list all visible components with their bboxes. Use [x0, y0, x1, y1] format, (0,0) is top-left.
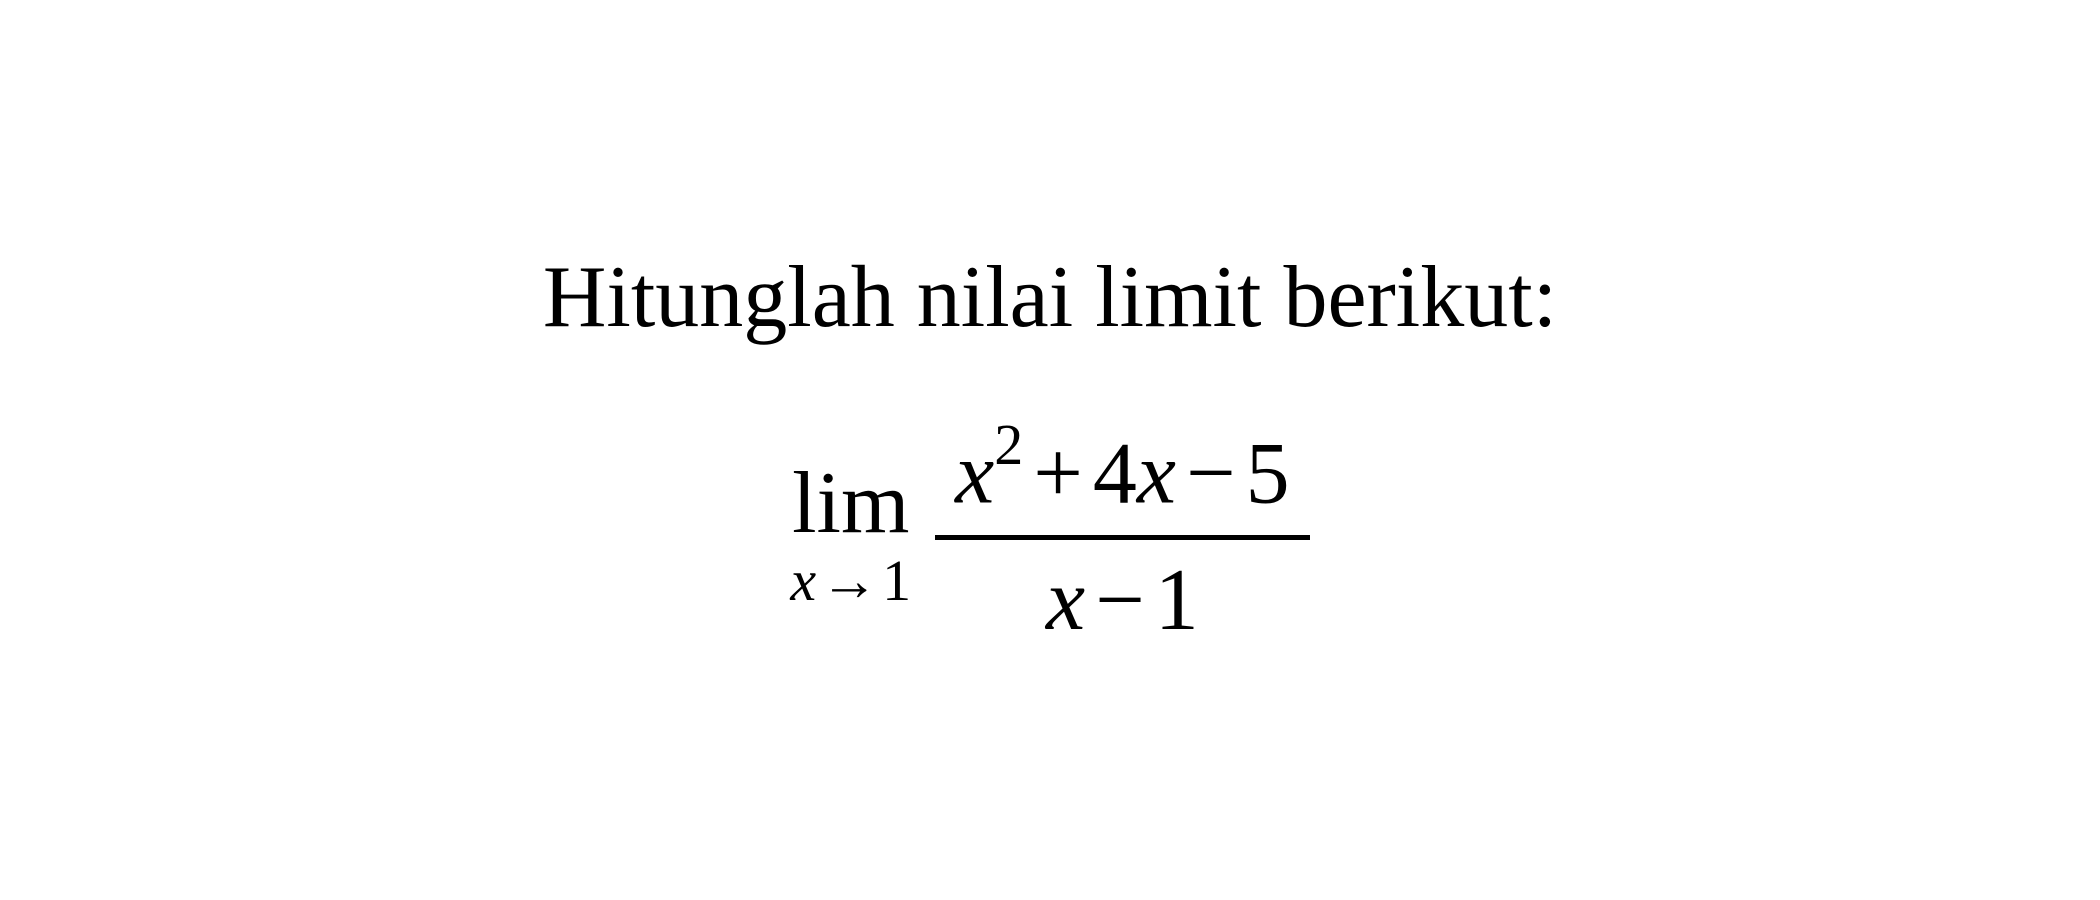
num-op2: −: [1176, 425, 1246, 522]
den-const: 1: [1155, 552, 1199, 649]
num-exp1: 2: [994, 412, 1023, 477]
denominator: x−1: [1026, 540, 1219, 654]
limit-equation: lim x→1 x2+4x−5 x−1: [790, 418, 1309, 654]
num-op1: +: [1023, 425, 1093, 522]
limit-operator-group: lim x→1: [790, 460, 911, 610]
limit-value: 1: [882, 548, 911, 613]
arrow-icon: →: [816, 548, 882, 613]
limit-subscript: x→1: [790, 552, 911, 610]
instruction-text: Hitunglah nilai limit berikut:: [543, 247, 1557, 348]
num-const: 5: [1246, 425, 1290, 522]
den-op1: −: [1085, 552, 1155, 649]
num-var2: x: [1137, 425, 1176, 522]
num-var1: x: [955, 425, 994, 522]
num-coef2: 4: [1093, 425, 1137, 522]
limit-variable: x: [790, 548, 816, 613]
numerator: x2+4x−5: [935, 418, 1309, 535]
limit-operator: lim: [792, 460, 909, 548]
fraction: x2+4x−5 x−1: [935, 418, 1309, 654]
den-var1: x: [1046, 552, 1085, 649]
